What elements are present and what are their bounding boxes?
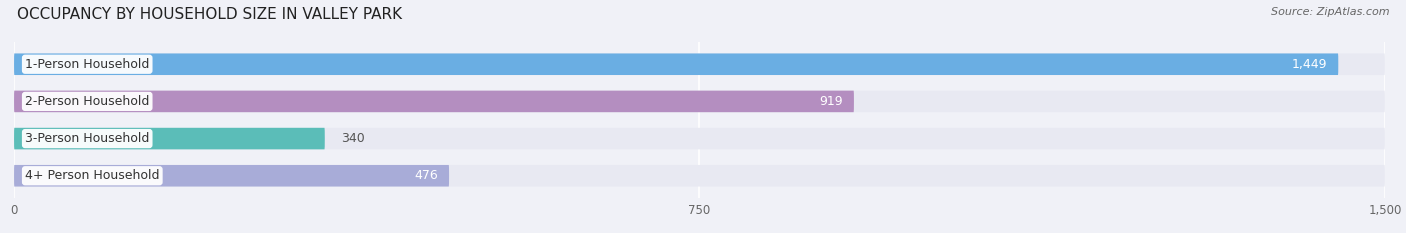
FancyBboxPatch shape xyxy=(14,165,1385,187)
FancyBboxPatch shape xyxy=(14,53,1339,75)
FancyBboxPatch shape xyxy=(14,165,449,187)
FancyBboxPatch shape xyxy=(14,53,1385,75)
Text: 340: 340 xyxy=(342,132,366,145)
Text: 1-Person Household: 1-Person Household xyxy=(25,58,149,71)
Text: 476: 476 xyxy=(415,169,439,182)
Text: 3-Person Household: 3-Person Household xyxy=(25,132,149,145)
FancyBboxPatch shape xyxy=(14,91,853,112)
Text: 919: 919 xyxy=(820,95,844,108)
FancyBboxPatch shape xyxy=(14,128,1385,149)
Text: 2-Person Household: 2-Person Household xyxy=(25,95,149,108)
Text: 1,449: 1,449 xyxy=(1292,58,1327,71)
FancyBboxPatch shape xyxy=(14,91,1385,112)
FancyBboxPatch shape xyxy=(14,128,325,149)
Text: Source: ZipAtlas.com: Source: ZipAtlas.com xyxy=(1271,7,1389,17)
Text: 4+ Person Household: 4+ Person Household xyxy=(25,169,159,182)
Text: OCCUPANCY BY HOUSEHOLD SIZE IN VALLEY PARK: OCCUPANCY BY HOUSEHOLD SIZE IN VALLEY PA… xyxy=(17,7,402,22)
